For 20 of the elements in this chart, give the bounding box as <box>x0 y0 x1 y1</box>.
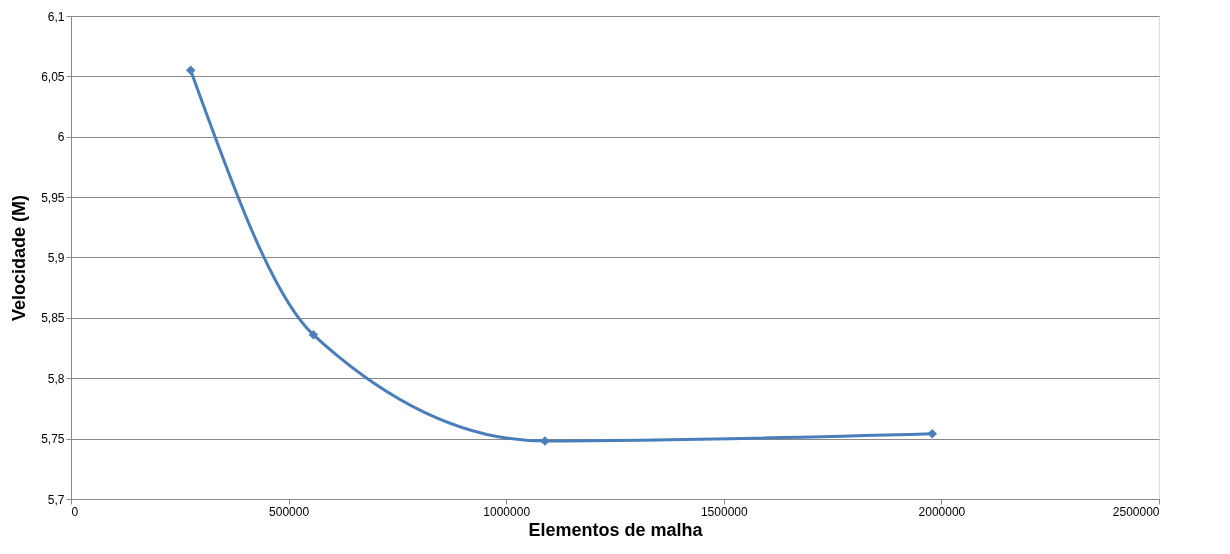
x-tick-label: 2000000 <box>918 504 966 519</box>
y-tick-label: 5,9 <box>47 251 65 265</box>
x-tick-label: 2500000 <box>1112 504 1160 519</box>
point <box>308 330 319 340</box>
y-tick-label: 6,05 <box>41 69 65 84</box>
y-tick-label: 6,1 <box>47 9 65 24</box>
point <box>185 65 196 76</box>
x-tick-label: 1500000 <box>700 504 748 519</box>
x-tick-label: 1000000 <box>483 504 531 519</box>
y-tick-label: 5,95 <box>41 190 65 205</box>
y-tick-label: 5,75 <box>41 432 65 447</box>
x-tick-label: 500000 <box>269 504 310 519</box>
y-tick-label: 5,85 <box>41 311 65 326</box>
y-tick-label: 6 <box>57 130 65 145</box>
y-tick-label: 5,7 <box>47 492 65 507</box>
y-tick-label: 5,8 <box>47 371 65 386</box>
y-axis-title: Velocidade (M) <box>9 194 30 322</box>
point <box>927 429 937 439</box>
x-axis-title: Elementos de malha <box>528 519 704 540</box>
x-tick-label: 0 <box>71 504 79 519</box>
